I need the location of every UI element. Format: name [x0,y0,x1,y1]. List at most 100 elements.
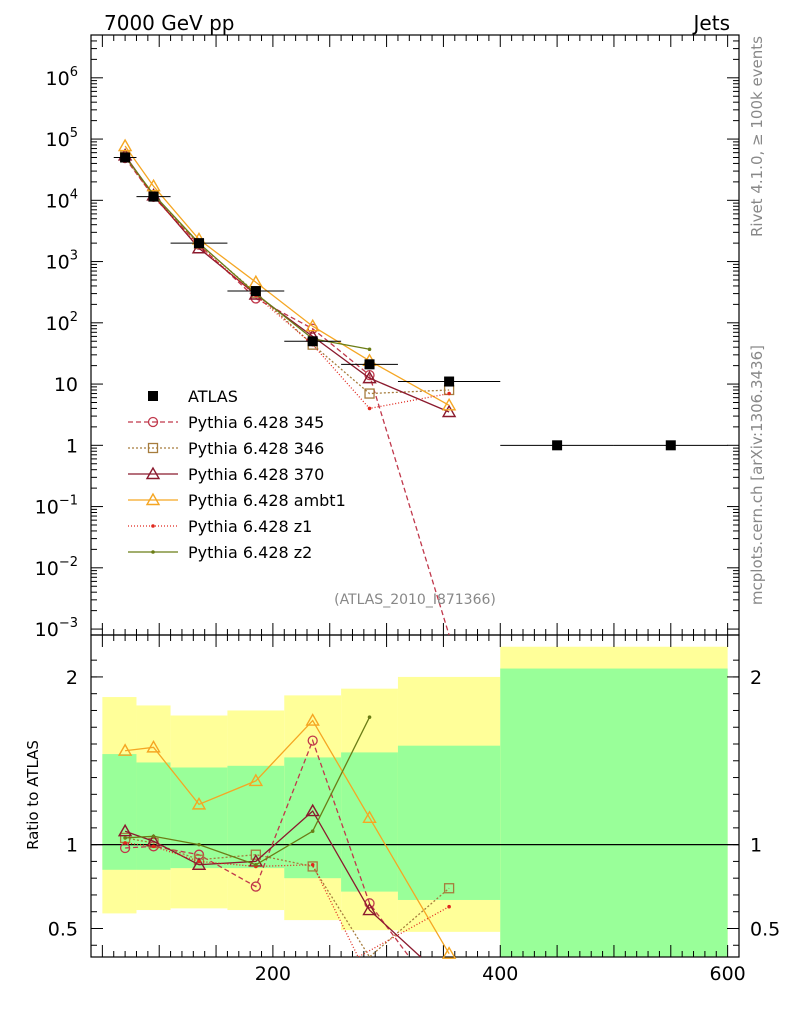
ratio-point-series-2-0 [117,823,133,837]
ratio-line-series-2 [124,810,422,958]
main-point-series-2-5 [362,370,377,384]
legend-label-0: ATLAS [188,387,238,406]
ratio-axis-label: Ratio to ATLAS [24,740,42,850]
main-ytick-exponent-0: 6 [70,65,78,80]
ratio-point-series-5-4 [310,829,315,834]
analysis-id-label: (ATLAS_2010_I871366) [334,592,496,608]
atlas-point-2 [194,238,204,249]
ratio-point-series-0-3 [250,881,261,892]
main-ytick-exponent-1: 5 [70,126,78,141]
green-band-4 [284,757,342,879]
ratio-point-series-4-2 [197,859,201,864]
legend-marker-0 [148,391,158,401]
legend-label-1: Pythia 6.428 345 [188,413,324,432]
main-ytick-exponent-4: 2 [70,310,78,325]
legend-marker-6 [151,550,155,554]
main-point-series-3-6 [441,397,457,411]
main-line-series-3 [124,145,450,406]
ratio-point-series-4-0 [123,841,127,845]
ratio-ytick-label-right-2: 0.5 [750,918,780,940]
legend-label-4: Pythia 6.428 ambt1 [188,491,346,510]
ratio-point-series-3-0 [117,743,133,756]
ratio-point-series-1-6 [443,883,455,894]
ratio-ytick-label-right-1: 1 [750,835,762,857]
ratio-ytick-label-right-0: 2 [750,667,762,689]
main-line-series-5 [124,156,370,350]
ratio-point-series-3-6 [441,946,457,959]
green-band-6 [397,745,501,900]
ratio-point-series-5-3 [254,862,258,867]
main-ytick-label-3: 103 [46,249,78,274]
atlas-point-1 [148,191,159,202]
ratio-line-series-3 [125,719,450,954]
green-band-7 [500,668,728,957]
legend-label-2: Pythia 6.428 346 [188,439,324,458]
main-ytick-exponent-9: −3 [59,616,78,631]
legend: ATLAS Pythia 6.428 345 Pythia 6.428 346 Pyt… [128,387,346,562]
atlas-point-6 [444,376,455,387]
main-ytick-exponent-8: −2 [59,555,78,570]
main-point-series-2-6 [441,404,457,418]
xtick-label-0: 200 [255,963,291,985]
legend-marker-5 [151,524,155,528]
main-line-series-1 [124,156,450,395]
main-point-series-5-5 [367,347,372,352]
main-ytick-label-6: 1 [66,435,78,457]
main-ytick-label-4: 102 [46,310,78,335]
main-ytick-exponent-2: 4 [70,187,78,202]
ratio-line-series-5 [125,716,371,866]
legend-label-5: Pythia 6.428 z1 [188,517,312,536]
main-panel-series [113,138,728,636]
ratio-point-series-4-6 [447,904,451,909]
atlas-point-8 [665,440,676,451]
main-ytick-label-8: 10−2 [35,555,78,580]
main-point-series-4-6 [447,391,451,396]
ratio-line-series-1 [124,837,450,958]
xtick-label-2: 600 [709,963,745,985]
atlas-point-5 [364,359,375,370]
main-ytick-label-0: 106 [46,65,78,90]
atlas-point-7 [552,440,563,451]
main-line-series-4 [124,156,450,410]
ratio-panel-series [117,713,457,959]
main-ytick-label-9: 10−3 [35,616,78,641]
main-ytick-label-1: 105 [46,126,78,151]
green-band-1 [136,762,171,870]
ratio-point-series-2-2 [191,857,207,870]
main-ytick-exponent-7: −1 [59,494,78,509]
ratio-point-series-2-5 [362,902,377,916]
main-point-series-3-4 [305,318,320,332]
ratio-point-series-1-4 [307,861,318,872]
ratio-ytick-label-0: 2 [66,667,78,689]
ratio-point-series-2-4 [305,803,320,817]
ratio-point-series-3-3 [248,773,264,787]
ratio-point-series-4-1 [151,844,156,849]
ratio-point-series-5-2 [197,842,201,847]
legend-marker-2 [147,442,159,454]
green-band-3 [227,765,285,869]
green-band-0 [102,754,137,870]
ratio-uncertainty-bands [102,646,728,957]
legend-marker-4 [145,492,161,506]
main-ytick-label-2: 104 [46,187,78,212]
main-point-series-4-5 [367,406,372,411]
legend-marker-1 [147,416,159,428]
legend-marker-3 [145,466,161,480]
atlas-point-4 [307,336,318,347]
legend-label-6: Pythia 6.428 z2 [188,543,312,562]
collision-energy-label: 7000 GeV pp [104,11,235,35]
main-point-series-1-5 [364,388,375,399]
atlas-point-0 [120,152,131,163]
ratio-frame [90,634,740,958]
ratio-point-series-0-4 [307,735,318,746]
atlas-point-3 [250,286,261,297]
source-reference-label: mcplots.cern.ch [arXiv:1306.3436] [748,345,766,605]
ratio-point-series-1-3 [250,849,261,860]
main-ytick-label-7: 10−1 [35,494,78,519]
ratio-point-series-5-1 [151,834,156,839]
legend-label-3: Pythia 6.428 370 [188,465,324,484]
ratio-point-series-3-4 [305,713,320,726]
ratio-ytick-label-1: 1 [66,835,78,857]
main-line-series-0 [124,157,450,636]
